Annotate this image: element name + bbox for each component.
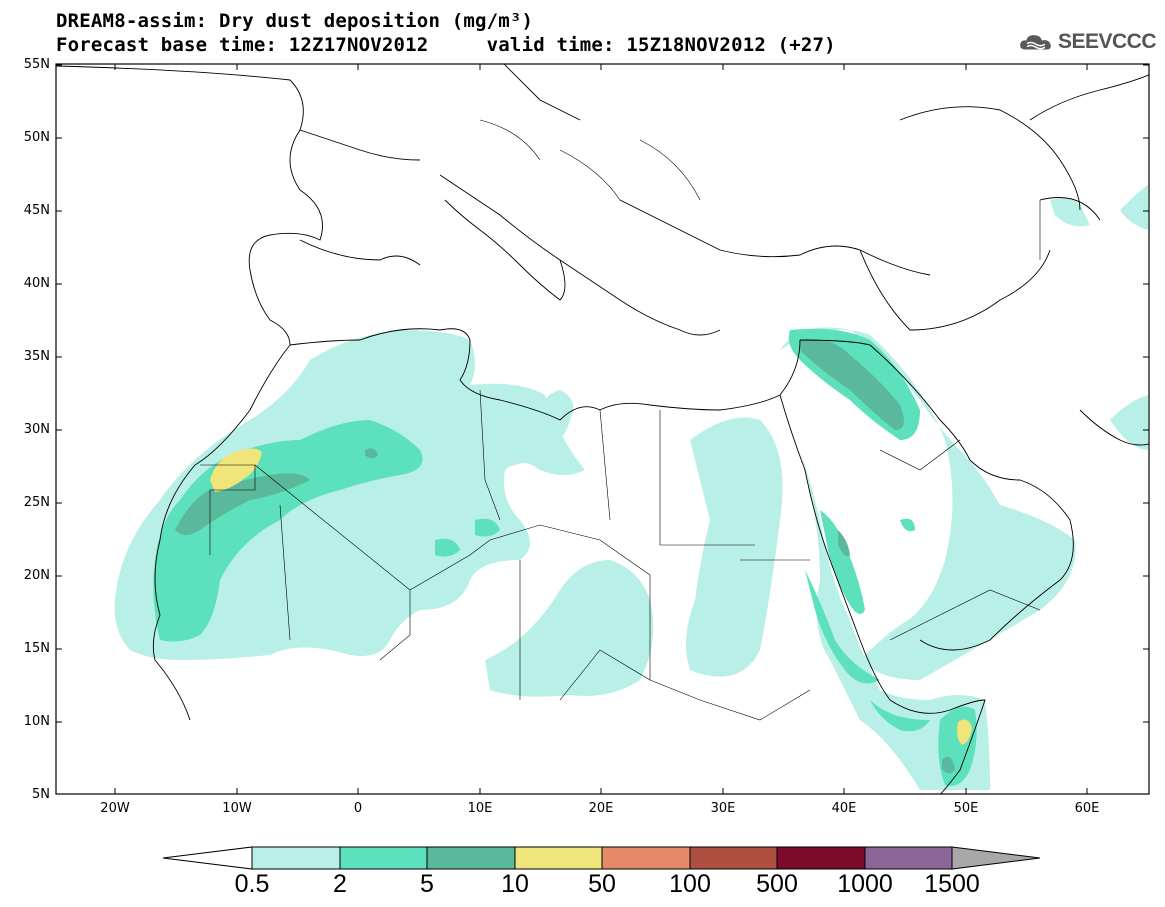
colorbar-swatch-0-5: [251, 846, 341, 870]
colorbar-swatch-5: [426, 846, 516, 870]
lat-label: 10N: [23, 714, 50, 729]
valid-time-text: valid time: 15Z18NOV2012 (+27): [486, 34, 836, 56]
coastlines: [56, 64, 1149, 794]
level-10-regions: [210, 448, 972, 745]
lon-label: 60E: [1074, 801, 1100, 816]
logo-text: SEEVCCC: [1057, 30, 1157, 53]
colorbar: [162, 846, 1041, 870]
lat-label: 15N: [23, 641, 50, 656]
lat-label: 20N: [23, 568, 50, 583]
colorbar-label: 2: [333, 870, 347, 898]
colorbar-swatch-10: [514, 846, 603, 870]
colorbar-swatch-50: [601, 846, 691, 870]
lat-label: 55N: [23, 57, 50, 72]
lon-label: 20W: [100, 801, 130, 816]
lat-label: 25N: [23, 495, 50, 510]
lon-label: 50E: [953, 801, 979, 816]
lon-label: 0: [353, 801, 363, 816]
lon-label: 30E: [710, 801, 736, 816]
colorbar-label: 50: [588, 870, 616, 898]
lat-label: 5N: [32, 787, 50, 802]
colorbar-swatch-100: [689, 846, 778, 870]
colorbar-label: 1500: [924, 870, 980, 898]
lat-label: 35N: [23, 349, 50, 364]
level-5-regions: [175, 339, 955, 774]
colorbar-label: 10: [501, 870, 529, 898]
lat-label: 50N: [23, 130, 50, 145]
colorbar-label: 100: [669, 870, 711, 898]
map-frame: [55, 63, 1150, 795]
colorbar-label: 0.5: [234, 870, 270, 898]
lon-label: 20E: [588, 801, 614, 816]
lat-label: 30N: [23, 422, 50, 437]
colorbar-label: 5: [420, 870, 434, 898]
base-time-text: Forecast base time: 12Z17NOV2012: [56, 34, 429, 56]
lon-label: 10W: [222, 801, 252, 816]
seevccc-logo: SEEVCCC: [1018, 26, 1157, 58]
lon-label: 40E: [831, 801, 857, 816]
colorbar-right-arrow: [951, 846, 1041, 870]
dust-deposition-field: [114, 185, 1148, 790]
colorbar-swatch-500: [776, 846, 866, 870]
axis-ticks: [56, 64, 1149, 794]
country-borders: [200, 119, 1041, 721]
lat-label: 45N: [23, 203, 50, 218]
colorbar-swatch-2: [339, 846, 428, 870]
lon-label: 10E: [467, 801, 493, 816]
map-title: DREAM8-assim: Dry dust deposition (mg/m³…: [56, 10, 534, 32]
level-0-5-regions: [114, 185, 1148, 790]
colorbar-left-arrow: [162, 846, 253, 870]
cloud-icon: [1020, 35, 1051, 50]
colorbar-label: 1000: [837, 870, 893, 898]
colorbar-label: 500: [756, 870, 798, 898]
colorbar-swatch-1000: [864, 846, 953, 870]
forecast-base-time: Forecast base time: 12Z17NOV2012 valid t…: [56, 34, 836, 56]
lat-label: 40N: [23, 276, 50, 291]
